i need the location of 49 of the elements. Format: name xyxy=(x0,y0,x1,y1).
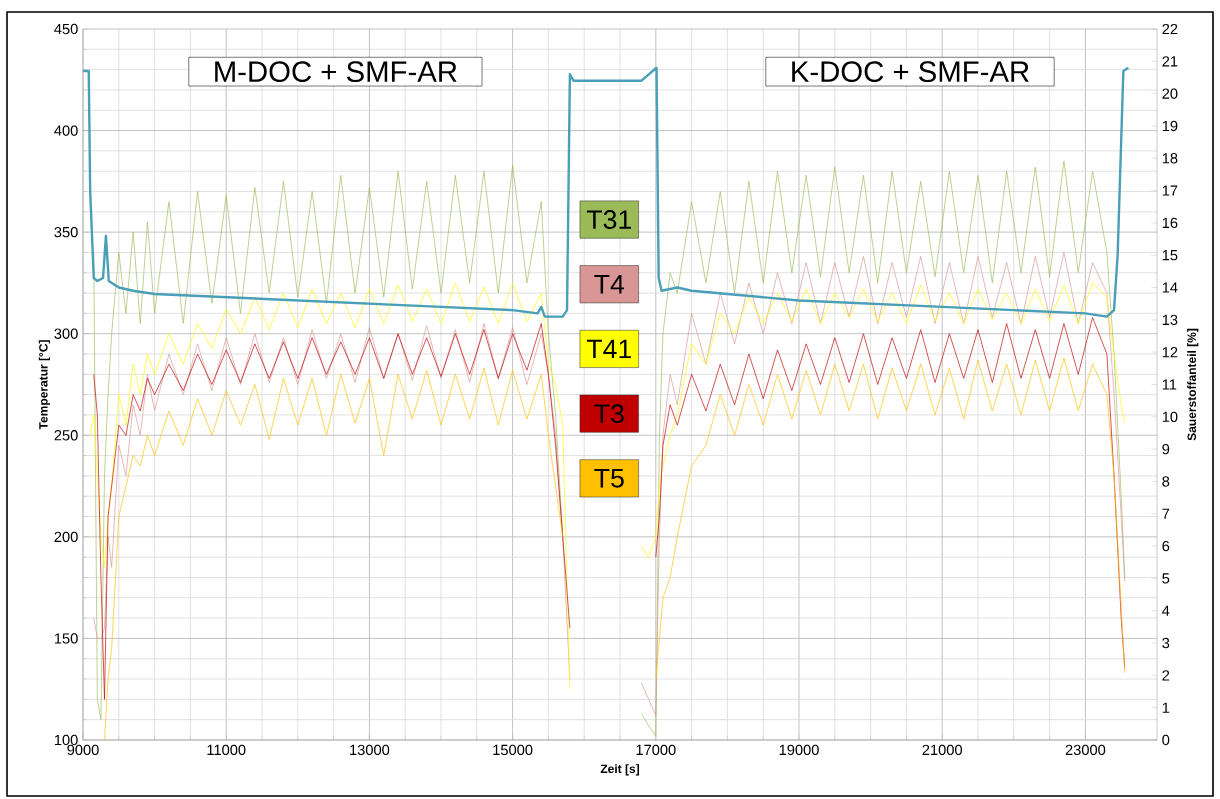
x-tick-label: 21000 xyxy=(922,744,962,756)
y2-tick-label: 4 xyxy=(1162,605,1170,616)
x-tick-label: 11000 xyxy=(207,744,246,756)
x-tick-label: 23000 xyxy=(1065,744,1106,756)
y-tick-label: 100 xyxy=(54,734,78,746)
y2-tick-label: 6 xyxy=(1162,540,1170,552)
y2-tick-label: 12 xyxy=(1162,347,1178,358)
x-tick-label: 13000 xyxy=(350,744,390,756)
y-tick-label: 300 xyxy=(54,328,78,339)
y-tick-label: 250 xyxy=(54,430,78,441)
annotation: K-DOC + SMF-AR xyxy=(792,61,1029,83)
y2-tick-label: 3 xyxy=(1162,637,1170,649)
series-label: T3 xyxy=(594,404,624,424)
y2-tick-label: 9 xyxy=(1162,443,1170,455)
y2-tick-label: 15 xyxy=(1162,250,1178,261)
y-tick-label: 350 xyxy=(54,226,78,238)
y2-tick-label: 1 xyxy=(1162,702,1170,713)
series-label: T5 xyxy=(594,469,624,488)
y2-tick-label: 20 xyxy=(1162,88,1178,99)
y2-tick-label: 0 xyxy=(1162,734,1170,746)
y2-tick-label: 7 xyxy=(1162,508,1170,519)
x-tick-label: 17000 xyxy=(636,744,676,756)
y-tick-label: 150 xyxy=(54,633,78,644)
x-tick-label: 19000 xyxy=(779,744,819,756)
y2-tick-label: 21 xyxy=(1162,56,1178,67)
y2-tick-label: 13 xyxy=(1162,314,1178,326)
series-label: T41 xyxy=(586,339,631,359)
y2-tick-label: 16 xyxy=(1162,217,1178,229)
y-tick-label: 400 xyxy=(54,125,78,136)
y2-tick-label: 10 xyxy=(1162,411,1178,422)
y2-tick-label: 2 xyxy=(1162,670,1170,681)
y2-tick-label: 8 xyxy=(1162,476,1170,487)
series-label: T31 xyxy=(586,210,631,229)
y2-axis-title: Sauerstoffanteil [%] xyxy=(1187,328,1199,441)
y2-tick-label: 19 xyxy=(1162,120,1178,132)
y2-tick-label: 22 xyxy=(1162,23,1178,35)
y2-tick-label: 5 xyxy=(1162,573,1170,584)
y2-tick-label: 18 xyxy=(1162,153,1178,164)
annotation: M-DOC + SMF-AR xyxy=(215,61,457,83)
x-tick-label: 15000 xyxy=(493,744,533,756)
y-tick-label: 200 xyxy=(54,531,78,543)
y-axis-title: Temperatur [°C] xyxy=(38,340,51,430)
y2-tick-label: 17 xyxy=(1162,185,1178,196)
y2-tick-label: 11 xyxy=(1162,379,1177,390)
y2-tick-label: 14 xyxy=(1162,282,1178,293)
y-tick-label: 450 xyxy=(54,23,78,35)
x-axis-title: Zeit [s] xyxy=(600,764,639,776)
x-tick-label: 9000 xyxy=(67,744,99,756)
text: T4 xyxy=(594,275,625,294)
